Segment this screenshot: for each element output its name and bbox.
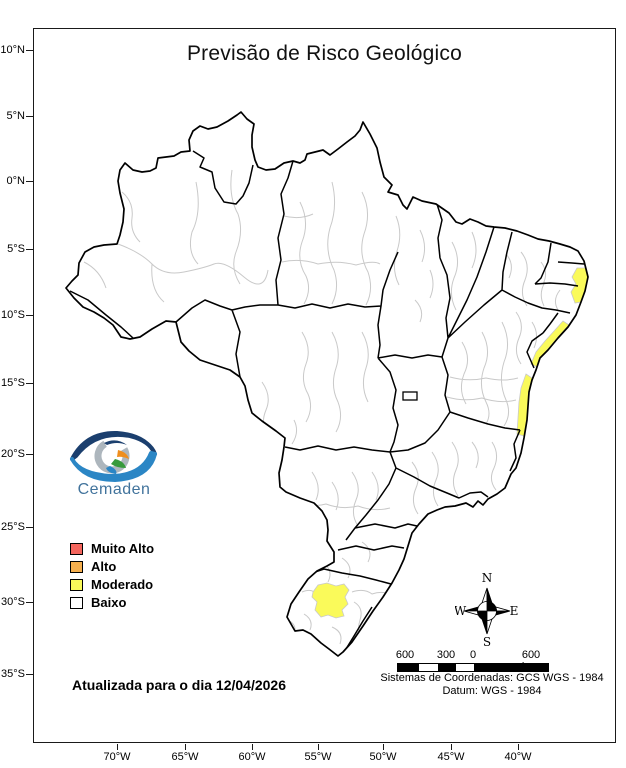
legend-item-muito-alto: Muito Alto [70,541,154,556]
latitude-tick [26,181,33,182]
page-title: Previsão de Risco Geológico [186,42,463,65]
latitude-tick [26,602,33,603]
compass-rose-icon: N S W E [455,571,519,648]
longitude-label: 55°W [304,751,332,763]
coordinate-system-line2: Datum: WGS - 1984 [442,685,542,697]
cemaden-logo-text: Cemaden [77,481,151,498]
latitude-label: 35°S [1,668,25,680]
latitude-tick [26,454,33,455]
compass-west-label: W [455,604,467,618]
longitude-label: 50°W [369,751,397,763]
latitude-tick [26,50,33,51]
latitude-tick [26,674,33,675]
risk-patches-moderado [311,267,588,619]
legend-item-alto: Alto [70,559,154,574]
longitude-tick [252,744,253,750]
latitude-label: 15°S [1,377,25,389]
scale-label-0: 0 [469,649,477,661]
risk-legend: Muito Alto Alto Moderado Baixo [70,541,154,613]
latitude-label: 10°N [0,44,25,56]
latitude-label: 5°S [7,243,25,255]
longitude-label: 70°W [103,751,131,763]
longitude-tick [518,744,519,750]
scale-label-300: 300 [436,649,456,661]
longitude-label: 60°W [238,751,266,763]
longitude-label: 65°W [171,751,199,763]
legend-label-baixo: Baixo [91,595,127,610]
longitude-tick [451,744,452,750]
cemaden-logo-icon [70,430,157,482]
latitude-tick [26,249,33,250]
legend-item-baixo: Baixo [70,595,154,610]
latitude-tick [26,315,33,316]
latitude-tick [26,116,33,117]
latitude-tick [26,383,33,384]
compass-south-label: S [483,635,491,648]
update-date-note: Atualizada para o dia 12/04/2026 [72,677,286,693]
coordinate-system-line1: Sistemas de Coordenadas: GCS WGS - 1984 [380,672,604,684]
latitude-tick [26,527,33,528]
longitude-tick [117,744,118,750]
latitude-label: 5°N [6,110,25,122]
legend-label-alto: Alto [91,559,117,574]
scale-label-600-left: 600 [395,649,415,661]
compass-east-label: E [510,604,519,618]
legend-swatch-muito-alto [70,542,83,555]
legend-label-muito-alto: Muito Alto [91,541,155,556]
latitude-label: 30°S [1,596,25,608]
longitude-tick [318,744,319,750]
scale-bar [397,663,549,672]
longitude-tick [185,744,186,750]
municipal-boundaries [83,169,561,645]
longitude-label: 45°W [437,751,465,763]
longitude-label: 40°W [504,751,532,763]
longitude-tick [383,744,384,750]
legend-swatch-alto [70,560,83,573]
compass-north-label: N [482,571,493,585]
coordinate-system-note: Sistemas de Coordenadas: GCS WGS - 1984 … [376,672,608,698]
legend-item-moderado: Moderado [70,577,154,592]
latitude-label: 20°S [1,448,25,460]
risk-patch-rio-grande-do-sul [311,582,350,619]
latitude-label: 25°S [1,521,25,533]
distrito-federal-outline [402,391,418,401]
legend-swatch-moderado [70,578,83,591]
legend-label-moderado: Moderado [91,577,154,592]
latitude-label: 10°S [1,309,25,321]
legend-swatch-baixo [70,596,83,609]
state-boundaries [69,150,585,650]
latitude-label: 0°N [6,175,25,187]
